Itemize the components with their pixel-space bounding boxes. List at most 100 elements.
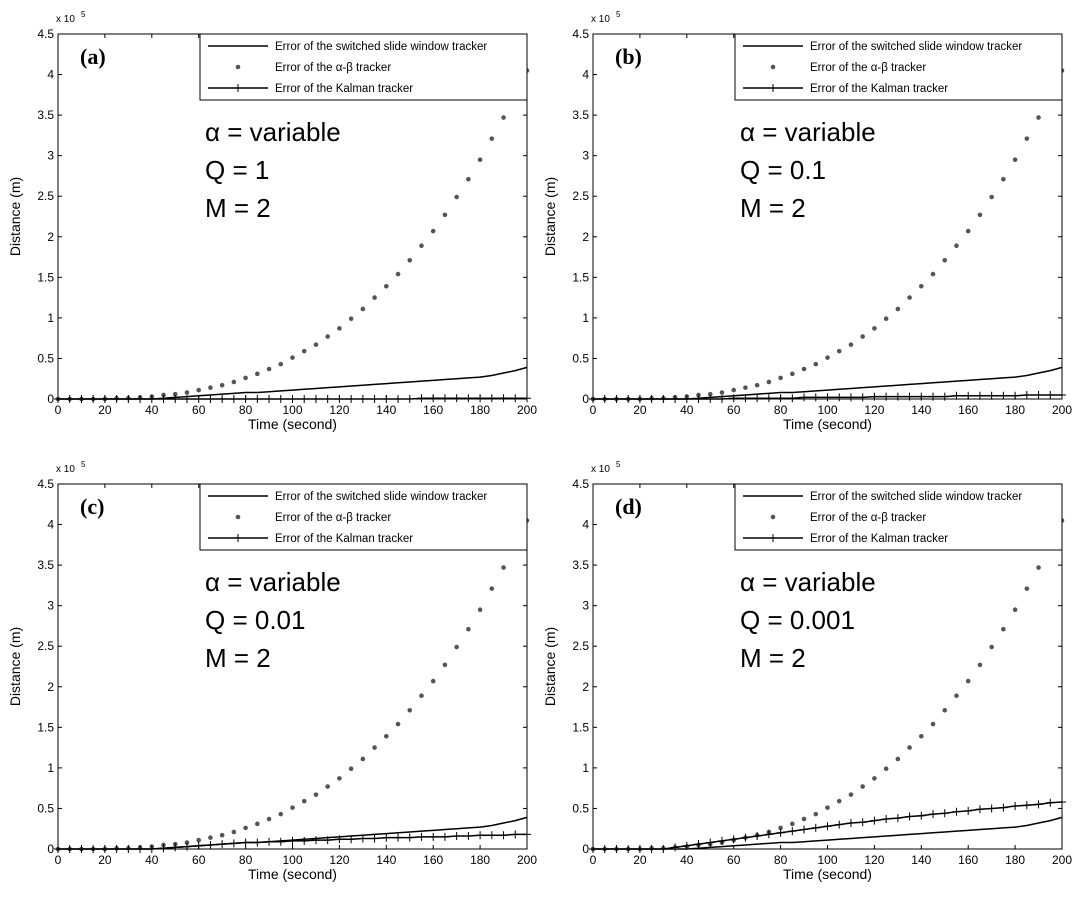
plus-marker (1022, 801, 1031, 810)
plus-marker (147, 395, 156, 403)
y-tick-label: 4 (47, 518, 54, 532)
x-tick-label: 60 (727, 403, 741, 417)
plus-marker (753, 394, 762, 403)
plus-marker (394, 395, 403, 403)
plus-marker (276, 395, 285, 403)
y-tick-label: 0.5 (572, 801, 589, 815)
y-tick-label: 3.5 (37, 558, 54, 572)
y-tick-label: 2.5 (37, 639, 54, 653)
data-dot (930, 271, 936, 277)
legend-label: Error of the switched slide window track… (810, 41, 1022, 53)
plus-marker (464, 394, 473, 403)
y-scale-label: x 10 (591, 14, 610, 25)
plus-marker (999, 803, 1008, 812)
plus-marker (234, 534, 242, 542)
data-dot (337, 776, 342, 781)
data-dot (360, 756, 366, 762)
plus-marker (218, 395, 227, 403)
plus-marker (975, 805, 984, 814)
data-dot (348, 316, 354, 322)
plus-marker (159, 844, 168, 853)
panel: 0 20 40 60 80 100 120 140 160 180 200 0 0.5 1 1.5 2 2.5 3… (542, 460, 1072, 882)
y-scale-exponent: 5 (616, 460, 621, 469)
legend-marker (235, 64, 241, 70)
data-dot (325, 334, 330, 339)
data-dot (883, 316, 889, 322)
data-dot (196, 837, 201, 843)
data-dot (801, 816, 807, 822)
plus-marker (358, 834, 367, 843)
data-dot (1012, 157, 1018, 163)
x-tick-label: 140 (376, 853, 396, 867)
data-dot (266, 366, 272, 372)
annotation: Q = 0.1 (740, 155, 826, 185)
y-tick-label: 0.5 (37, 351, 54, 365)
data-dot (965, 678, 971, 684)
data-line (593, 816, 1063, 850)
legend-label: Error of the α-β tracker (275, 62, 391, 74)
legend-label: Error of the Kalman tracker (810, 83, 948, 95)
y-tick-label: 3.5 (37, 108, 54, 122)
y-tick-label: 4.5 (37, 477, 54, 491)
plus-marker (659, 845, 668, 853)
plus-marker (358, 395, 367, 403)
y-axis-label: Distance (m) (7, 627, 23, 706)
y-tick-label: 3.5 (572, 108, 589, 122)
plus-marker (811, 823, 820, 832)
data-dot (348, 766, 354, 771)
data-dot (954, 243, 959, 248)
x-tick-label: 140 (911, 403, 931, 417)
plus-marker (1034, 390, 1043, 399)
y-tick-label: 2 (47, 230, 54, 244)
plus-marker (124, 845, 133, 853)
data-dot (977, 212, 983, 218)
data-dot (801, 366, 807, 372)
data-dot (707, 391, 713, 397)
plus-marker (311, 836, 320, 845)
x-tick-label: 140 (911, 853, 931, 867)
plus-marker (405, 833, 414, 842)
x-tick-label: 0 (55, 403, 62, 417)
y-tick-label: 2.5 (572, 189, 589, 203)
plus-marker (1046, 390, 1055, 399)
plus-marker (659, 395, 668, 403)
y-tick-label: 3 (47, 149, 54, 163)
plus-marker (835, 820, 844, 829)
x-tick-label: 120 (329, 853, 349, 867)
data-dot (266, 816, 272, 822)
legend-label: Error of the switched slide window track… (275, 491, 487, 503)
plus-marker (89, 845, 98, 853)
plus-marker (452, 394, 461, 403)
plus-marker (769, 534, 777, 542)
plus-marker (776, 828, 785, 837)
annotation: M = 2 (205, 643, 271, 673)
plus-marker (206, 395, 215, 403)
plus-marker (706, 838, 715, 847)
plus-marker (452, 832, 461, 841)
plus-marker (882, 814, 891, 823)
x-tick-label: 200 (1052, 403, 1072, 417)
x-axis-label: Time (second) (783, 866, 872, 882)
legend-marker (770, 514, 776, 520)
data-dot (231, 379, 237, 385)
annotation: M = 2 (740, 643, 806, 673)
plus-marker (311, 395, 320, 403)
data-dot (954, 693, 959, 698)
data-dot (872, 326, 877, 331)
data-dot (919, 733, 924, 739)
plus-marker (370, 395, 379, 403)
plus-marker (741, 394, 750, 403)
y-scale-exponent: 5 (616, 10, 621, 19)
y-scale-exponent: 5 (81, 460, 86, 469)
plus-marker (54, 845, 62, 853)
plus-marker (1034, 800, 1043, 809)
plus-marker (823, 822, 832, 831)
data-dot (290, 805, 295, 810)
plus-marker (265, 837, 274, 846)
x-tick-label: 180 (470, 403, 490, 417)
y-tick-label: 2 (582, 680, 589, 694)
data-dot (883, 766, 889, 771)
plus-marker (717, 836, 726, 845)
plus-marker (964, 391, 973, 400)
y-tick-label: 4.5 (572, 477, 589, 491)
